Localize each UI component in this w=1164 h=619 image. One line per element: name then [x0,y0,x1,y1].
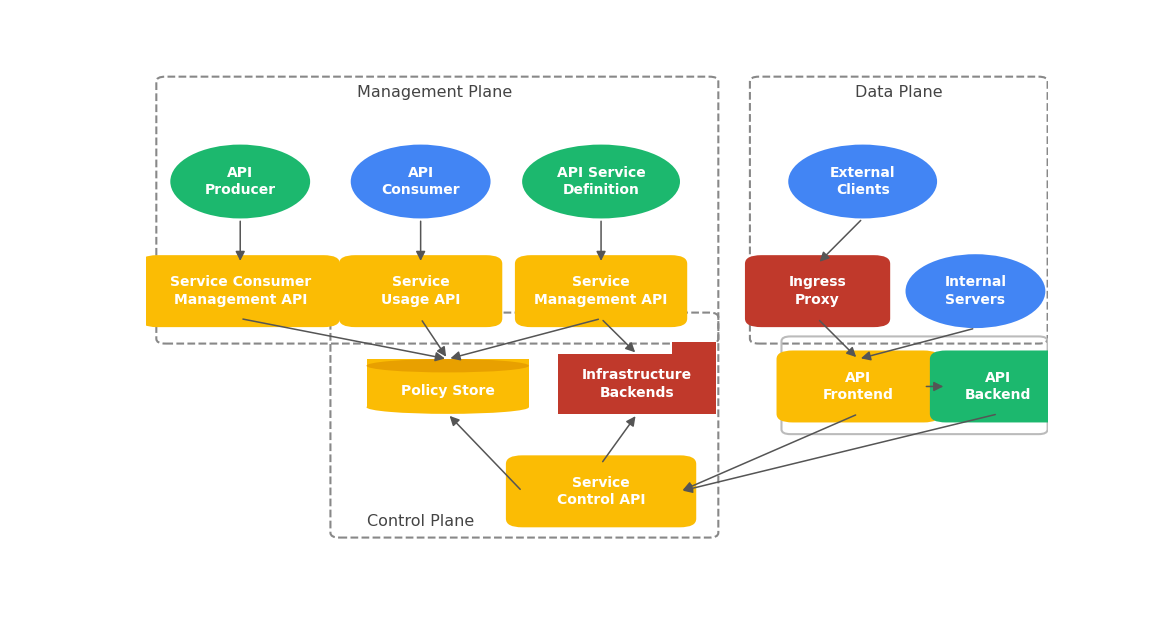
Ellipse shape [367,400,528,414]
Text: Data Plane: Data Plane [854,85,943,100]
Text: Internal
Servers: Internal Servers [944,275,1007,307]
Text: External
Clients: External Clients [830,166,895,197]
Text: Infrastructure
Backends: Infrastructure Backends [582,368,693,400]
Text: Control Plane: Control Plane [367,514,474,529]
FancyBboxPatch shape [514,255,687,327]
FancyBboxPatch shape [506,456,696,527]
Ellipse shape [906,254,1045,328]
Text: Service
Management API: Service Management API [534,275,668,307]
Text: API
Backend: API Backend [965,371,1031,402]
Text: API
Frontend: API Frontend [823,371,894,402]
Text: Management Plane: Management Plane [356,85,512,100]
FancyBboxPatch shape [672,342,716,354]
Ellipse shape [367,359,528,373]
Text: Service
Control API: Service Control API [556,475,645,507]
Ellipse shape [350,145,490,219]
FancyBboxPatch shape [559,354,716,414]
Text: API
Consumer: API Consumer [382,166,460,197]
Text: Service
Usage API: Service Usage API [381,275,460,307]
FancyBboxPatch shape [339,255,503,327]
Bar [367,359,528,407]
Text: Service Consumer
Management API: Service Consumer Management API [170,275,311,307]
Text: Ingress
Proxy: Ingress Proxy [789,275,846,307]
FancyBboxPatch shape [745,255,890,327]
Text: API Service
Definition: API Service Definition [556,166,645,197]
FancyBboxPatch shape [930,350,1066,422]
FancyBboxPatch shape [141,255,340,327]
Text: Policy Store: Policy Store [400,384,495,398]
Ellipse shape [523,145,680,219]
FancyBboxPatch shape [776,350,939,422]
Text: API
Producer: API Producer [205,166,276,197]
Ellipse shape [170,145,310,219]
Ellipse shape [788,145,937,219]
